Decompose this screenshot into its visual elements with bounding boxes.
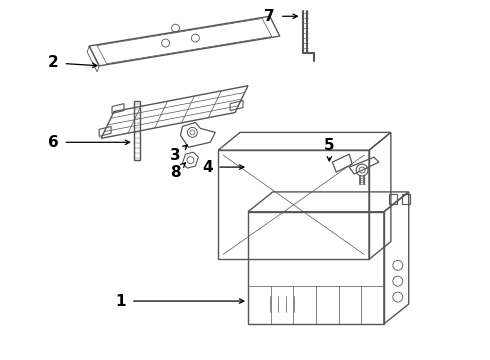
Text: 6: 6 xyxy=(48,135,59,150)
Text: 8: 8 xyxy=(170,165,181,180)
Text: 4: 4 xyxy=(202,159,213,175)
Text: 7: 7 xyxy=(265,9,275,24)
Text: 1: 1 xyxy=(116,293,126,309)
Text: 2: 2 xyxy=(48,55,59,71)
Text: 5: 5 xyxy=(324,138,335,153)
Text: 3: 3 xyxy=(170,148,181,163)
